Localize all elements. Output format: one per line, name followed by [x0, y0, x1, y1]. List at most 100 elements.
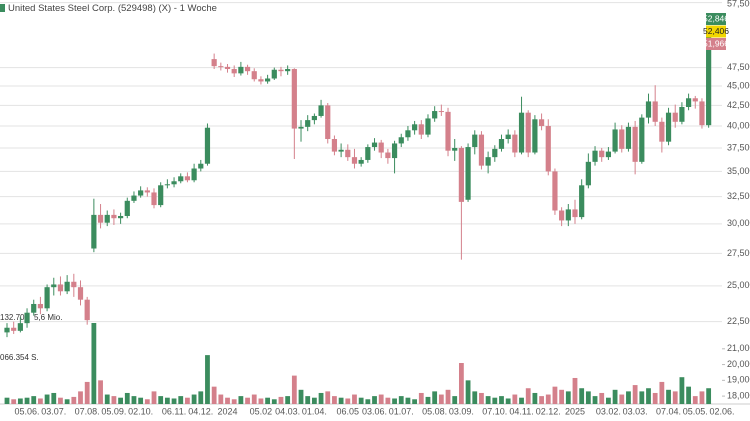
volume-bar — [378, 394, 384, 404]
volume-bar — [84, 381, 90, 404]
x-tick-label: 2025 — [565, 406, 585, 416]
volume-bar — [271, 399, 277, 404]
candle-body — [17, 323, 23, 331]
candle-body — [706, 34, 712, 126]
volume-bar — [98, 380, 103, 404]
title-group: United States Steel Corp. (529498) (X) -… — [0, 3, 217, 14]
y2-tick-label: 21,000 — [727, 343, 750, 353]
volume-bar — [318, 392, 324, 404]
volume-bar — [632, 385, 638, 404]
candle-body — [692, 98, 698, 102]
candle-body — [645, 101, 652, 118]
candle-body — [518, 112, 525, 153]
candle-body — [472, 134, 478, 148]
candle-body — [318, 105, 324, 116]
candle-body — [164, 184, 170, 186]
y-tick-label: 22,500 — [727, 316, 750, 326]
volume-bar — [552, 386, 558, 404]
volume-bar — [231, 399, 237, 404]
y-tick-label: 45,000 — [727, 80, 750, 90]
volume-bar — [572, 377, 578, 404]
volume-bar — [458, 363, 464, 404]
candles — [4, 28, 712, 338]
candle-body — [465, 147, 471, 200]
candle-body — [325, 105, 331, 140]
volume-bar — [91, 322, 97, 404]
volume-bar — [311, 397, 317, 404]
candle-body — [412, 124, 418, 131]
candle-body — [77, 287, 84, 300]
volume-bar — [118, 397, 123, 404]
volume-bar — [332, 396, 337, 404]
volume-bar — [164, 397, 170, 404]
candle-body — [24, 312, 30, 324]
volume-bar — [418, 392, 424, 404]
volume-bar — [51, 392, 57, 404]
candle-body — [672, 112, 678, 122]
candle-body — [351, 157, 358, 164]
volume-bar — [666, 389, 671, 404]
price-badge — [706, 13, 726, 25]
volume-bar — [64, 399, 70, 404]
volume-bar — [365, 399, 371, 404]
volume-bar — [24, 397, 30, 404]
y-tick-label: 35,000 — [727, 166, 750, 176]
volume-bar — [512, 394, 518, 404]
candle-body — [278, 69, 284, 72]
volume-bar — [325, 391, 331, 404]
candle-body — [31, 303, 37, 313]
volume-bar — [4, 397, 10, 404]
volume-bar — [138, 397, 144, 404]
volume-bar — [258, 398, 264, 404]
candle-body — [679, 107, 685, 122]
volume-bar — [205, 355, 210, 404]
candle-body — [151, 192, 157, 206]
candle-body — [57, 284, 64, 292]
candle-body — [211, 59, 217, 67]
candle-body — [365, 147, 371, 160]
candle-body — [358, 159, 364, 164]
candle-body — [552, 171, 558, 211]
volume-bar — [211, 386, 217, 404]
volume-bar — [245, 397, 250, 404]
x-tick-label: 03.09. — [449, 406, 474, 416]
volume-annotation: 066.354 S. — [0, 353, 39, 362]
x-tick-label: 02.12. — [536, 406, 561, 416]
volume-bar — [485, 396, 491, 404]
volume-bar — [505, 398, 511, 404]
volume-bar — [198, 391, 204, 404]
volume-bar — [686, 386, 691, 404]
candle-body — [371, 142, 378, 148]
candle-body — [599, 150, 605, 158]
volume-bar — [385, 397, 391, 404]
candle-body — [391, 143, 398, 159]
candle-body — [699, 101, 705, 126]
volume-bar — [438, 394, 444, 404]
volume-bar — [78, 391, 83, 404]
volume-bar — [465, 380, 471, 404]
x-tick-label: 06.05 — [337, 406, 360, 416]
volume-bar — [398, 396, 404, 404]
x-tick-label: 03.07. — [41, 406, 66, 416]
candle-body — [478, 134, 485, 166]
volume-bar — [392, 398, 397, 404]
y2-tick-label: 19,000 — [727, 375, 750, 385]
candle-body — [545, 126, 551, 172]
candle-body — [438, 111, 444, 113]
candle-body — [144, 190, 150, 193]
x-tick-label: 03.06. — [362, 406, 387, 416]
volume-bar — [492, 397, 498, 404]
price-badge-label: 52,406 — [703, 26, 729, 36]
x-tick-label: 04.11. — [509, 406, 533, 416]
volume-bar — [298, 389, 304, 404]
candle-body — [285, 69, 291, 72]
volume-bar — [305, 396, 311, 404]
candle-body — [538, 119, 545, 127]
volume-bar — [185, 397, 190, 404]
volume-bars — [4, 322, 712, 404]
y2-tick-label: 18,000 — [727, 390, 750, 400]
candle-body — [512, 134, 518, 153]
volume-bar — [679, 377, 685, 404]
price-badge — [706, 25, 726, 38]
candle-body — [64, 281, 70, 292]
